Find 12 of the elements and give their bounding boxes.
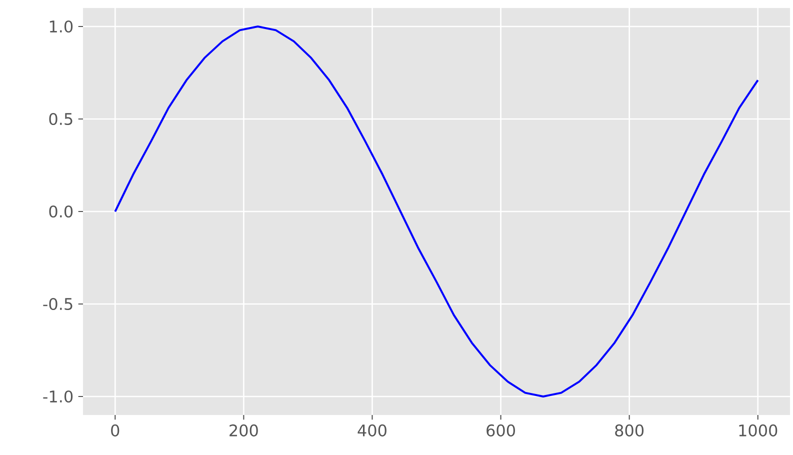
x-tick-label: 1000	[739, 424, 778, 436]
x-tick-label: 400	[358, 424, 386, 436]
x-tick-label: 0	[111, 424, 120, 436]
y-tick-label: 0.5	[49, 112, 72, 126]
y-tick-label: -0.5	[43, 298, 72, 310]
line-series	[114, 26, 759, 398]
y-tick-label: 0.0	[49, 205, 73, 218]
x-tick-label: 200	[230, 424, 258, 436]
x-tick-label: 600	[486, 424, 515, 436]
y-tick-label: -1.0	[43, 390, 73, 403]
y-tick-label: 1.0	[50, 20, 73, 33]
x-tick-label: 800	[615, 424, 644, 436]
